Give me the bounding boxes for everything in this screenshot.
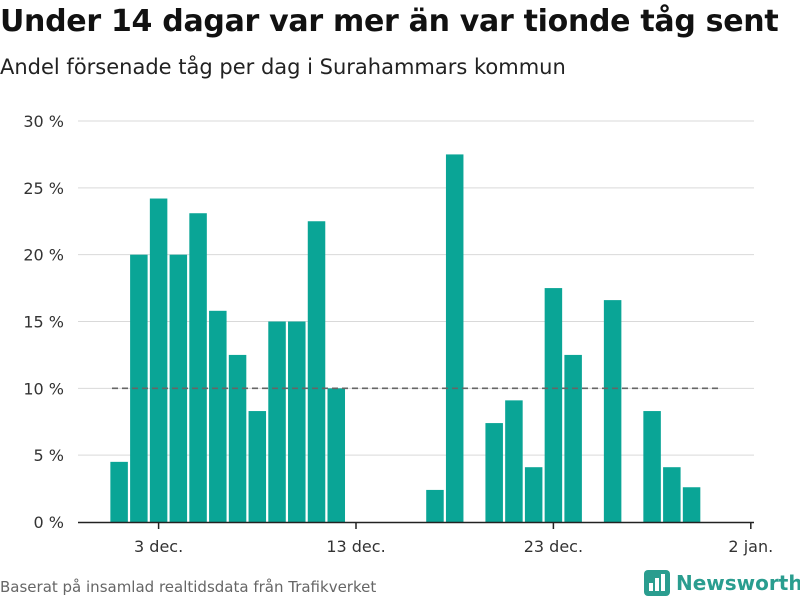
bar [248, 411, 267, 522]
chart-subtitle: Andel försenade tåg per dag i Surahammar… [0, 55, 566, 79]
bar [307, 221, 326, 522]
newsworthy-logo: Newsworthy [644, 570, 800, 596]
bar [426, 489, 444, 522]
bar [524, 467, 543, 522]
y-tick-label: 0 % [34, 513, 64, 532]
bar [228, 354, 247, 522]
y-tick-label: 15 % [23, 313, 64, 332]
bar [169, 254, 188, 522]
x-tick-label: 23 dec. [524, 537, 583, 556]
chart-title: Under 14 dagar var mer än var tionde tåg… [0, 4, 779, 39]
bar [505, 400, 523, 522]
bar [110, 461, 128, 522]
x-tick-label: 2 jan. [728, 537, 773, 556]
bar [149, 198, 168, 522]
bar [189, 213, 207, 523]
bar [682, 487, 701, 522]
y-tick-label: 25 % [23, 179, 64, 198]
bar [268, 321, 286, 522]
bar [603, 300, 622, 522]
bar [485, 423, 503, 522]
bar [130, 254, 148, 522]
logo-text: Newsworthy [676, 571, 800, 595]
source-note: Baserat på insamlad realtidsdata från Tr… [0, 578, 377, 596]
bar [663, 467, 681, 522]
bar [209, 310, 227, 522]
x-tick-label: 13 dec. [326, 537, 385, 556]
bar [288, 321, 306, 522]
bar [643, 411, 661, 522]
bar [445, 154, 464, 522]
bar [327, 388, 346, 522]
bar [544, 288, 563, 522]
y-tick-label: 30 % [23, 112, 64, 131]
y-tick-label: 10 % [23, 379, 64, 398]
y-tick-label: 20 % [23, 246, 64, 265]
bar [564, 354, 582, 522]
x-tick-label: 3 dec. [134, 537, 183, 556]
bar-chart-logo-icon [644, 570, 670, 596]
y-tick-label: 5 % [34, 446, 64, 465]
